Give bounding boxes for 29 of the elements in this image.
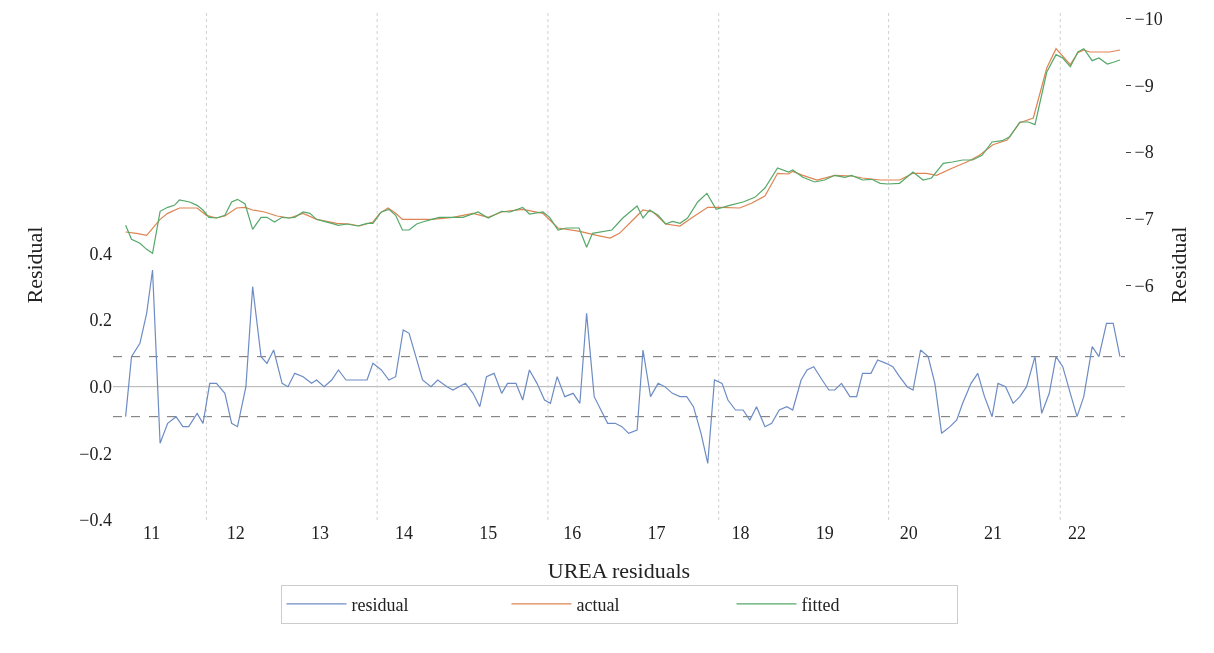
x-tick-label: 19 [815, 523, 834, 543]
x-tick-label: 20 [899, 523, 918, 543]
x-tick-label: 18 [731, 523, 750, 543]
y2-tick-label: −10 [1134, 8, 1163, 29]
y-tick-label: 0.2 [89, 310, 112, 331]
legend-label: residual [351, 594, 409, 615]
x-tick-label: 12 [226, 523, 245, 543]
x-tick-label: 16 [563, 523, 582, 543]
y2-tick-label: −7 [1134, 208, 1154, 229]
legend-label: fitted [801, 594, 840, 615]
x-tick-label: 22 [1068, 523, 1087, 543]
x-tick-label: 11 [143, 523, 161, 543]
y2-tick-label: −9 [1134, 75, 1154, 96]
x-tick-label: 14 [395, 523, 414, 543]
y-tick-label: −0.4 [79, 510, 112, 531]
line-series [125, 269, 1121, 464]
y-tick-label: 0.0 [89, 376, 112, 397]
legend-label: actual [576, 594, 620, 615]
y-axis-title: Residual [22, 226, 48, 304]
y2-tick-label: −6 [1134, 275, 1154, 296]
x-tick-label: 21 [983, 523, 1002, 543]
y-tick-label: 0.4 [89, 243, 112, 264]
x-tick-label: 17 [647, 523, 666, 543]
x-tick-label: 13 [310, 523, 329, 543]
y-tick-label: −0.2 [79, 443, 112, 464]
y2-tick-label: −8 [1134, 142, 1154, 163]
x-tick-label: 15 [479, 523, 498, 543]
x-axis-title: UREA residuals [547, 557, 691, 583]
y2-axis-title: Residual [1165, 226, 1191, 304]
